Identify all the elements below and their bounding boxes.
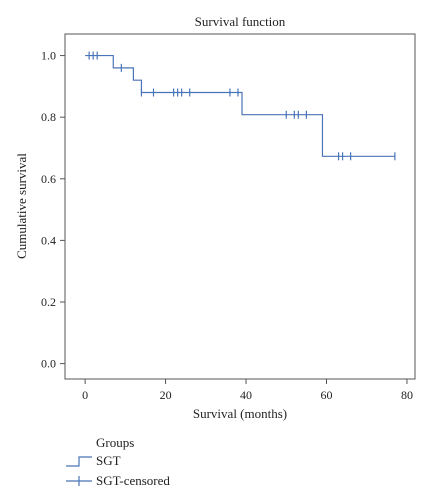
y-tick-label: 0.2 bbox=[41, 295, 56, 309]
series-line-sgt bbox=[85, 54, 395, 157]
x-axis-label: Survival (months) bbox=[193, 406, 287, 421]
legend-label-sgt-censored: SGT-censored bbox=[96, 473, 170, 488]
y-tick-label: 1.0 bbox=[41, 49, 56, 63]
axis-ticks: 0 20 40 60 80 0.0 0.2 0.4 0.6 0.8 1.0 bbox=[41, 49, 413, 402]
chart-title: Survival function bbox=[195, 14, 286, 29]
y-tick-label: 0.4 bbox=[41, 233, 56, 247]
legend-step-icon bbox=[66, 456, 92, 467]
plot-frame bbox=[64, 33, 416, 380]
x-tick-label: 60 bbox=[320, 388, 332, 402]
y-tick-label: 0.0 bbox=[41, 357, 56, 371]
legend: Groups SGT SGT-censored bbox=[66, 435, 170, 488]
x-tick-label: 0 bbox=[82, 388, 88, 402]
legend-entry-sgt: SGT bbox=[66, 453, 121, 468]
legend-entry-sgt-censored: SGT-censored bbox=[66, 473, 170, 488]
y-tick-label: 0.8 bbox=[41, 110, 56, 124]
x-tick-label: 20 bbox=[160, 388, 172, 402]
series-layer bbox=[85, 51, 396, 161]
legend-label-sgt: SGT bbox=[96, 453, 121, 468]
x-tick-label: 40 bbox=[240, 388, 252, 402]
legend-title: Groups bbox=[96, 435, 134, 450]
y-axis-label: Cumulative survival bbox=[14, 153, 29, 259]
x-tick-label: 80 bbox=[401, 388, 413, 402]
y-tick-label: 0.6 bbox=[41, 172, 56, 186]
